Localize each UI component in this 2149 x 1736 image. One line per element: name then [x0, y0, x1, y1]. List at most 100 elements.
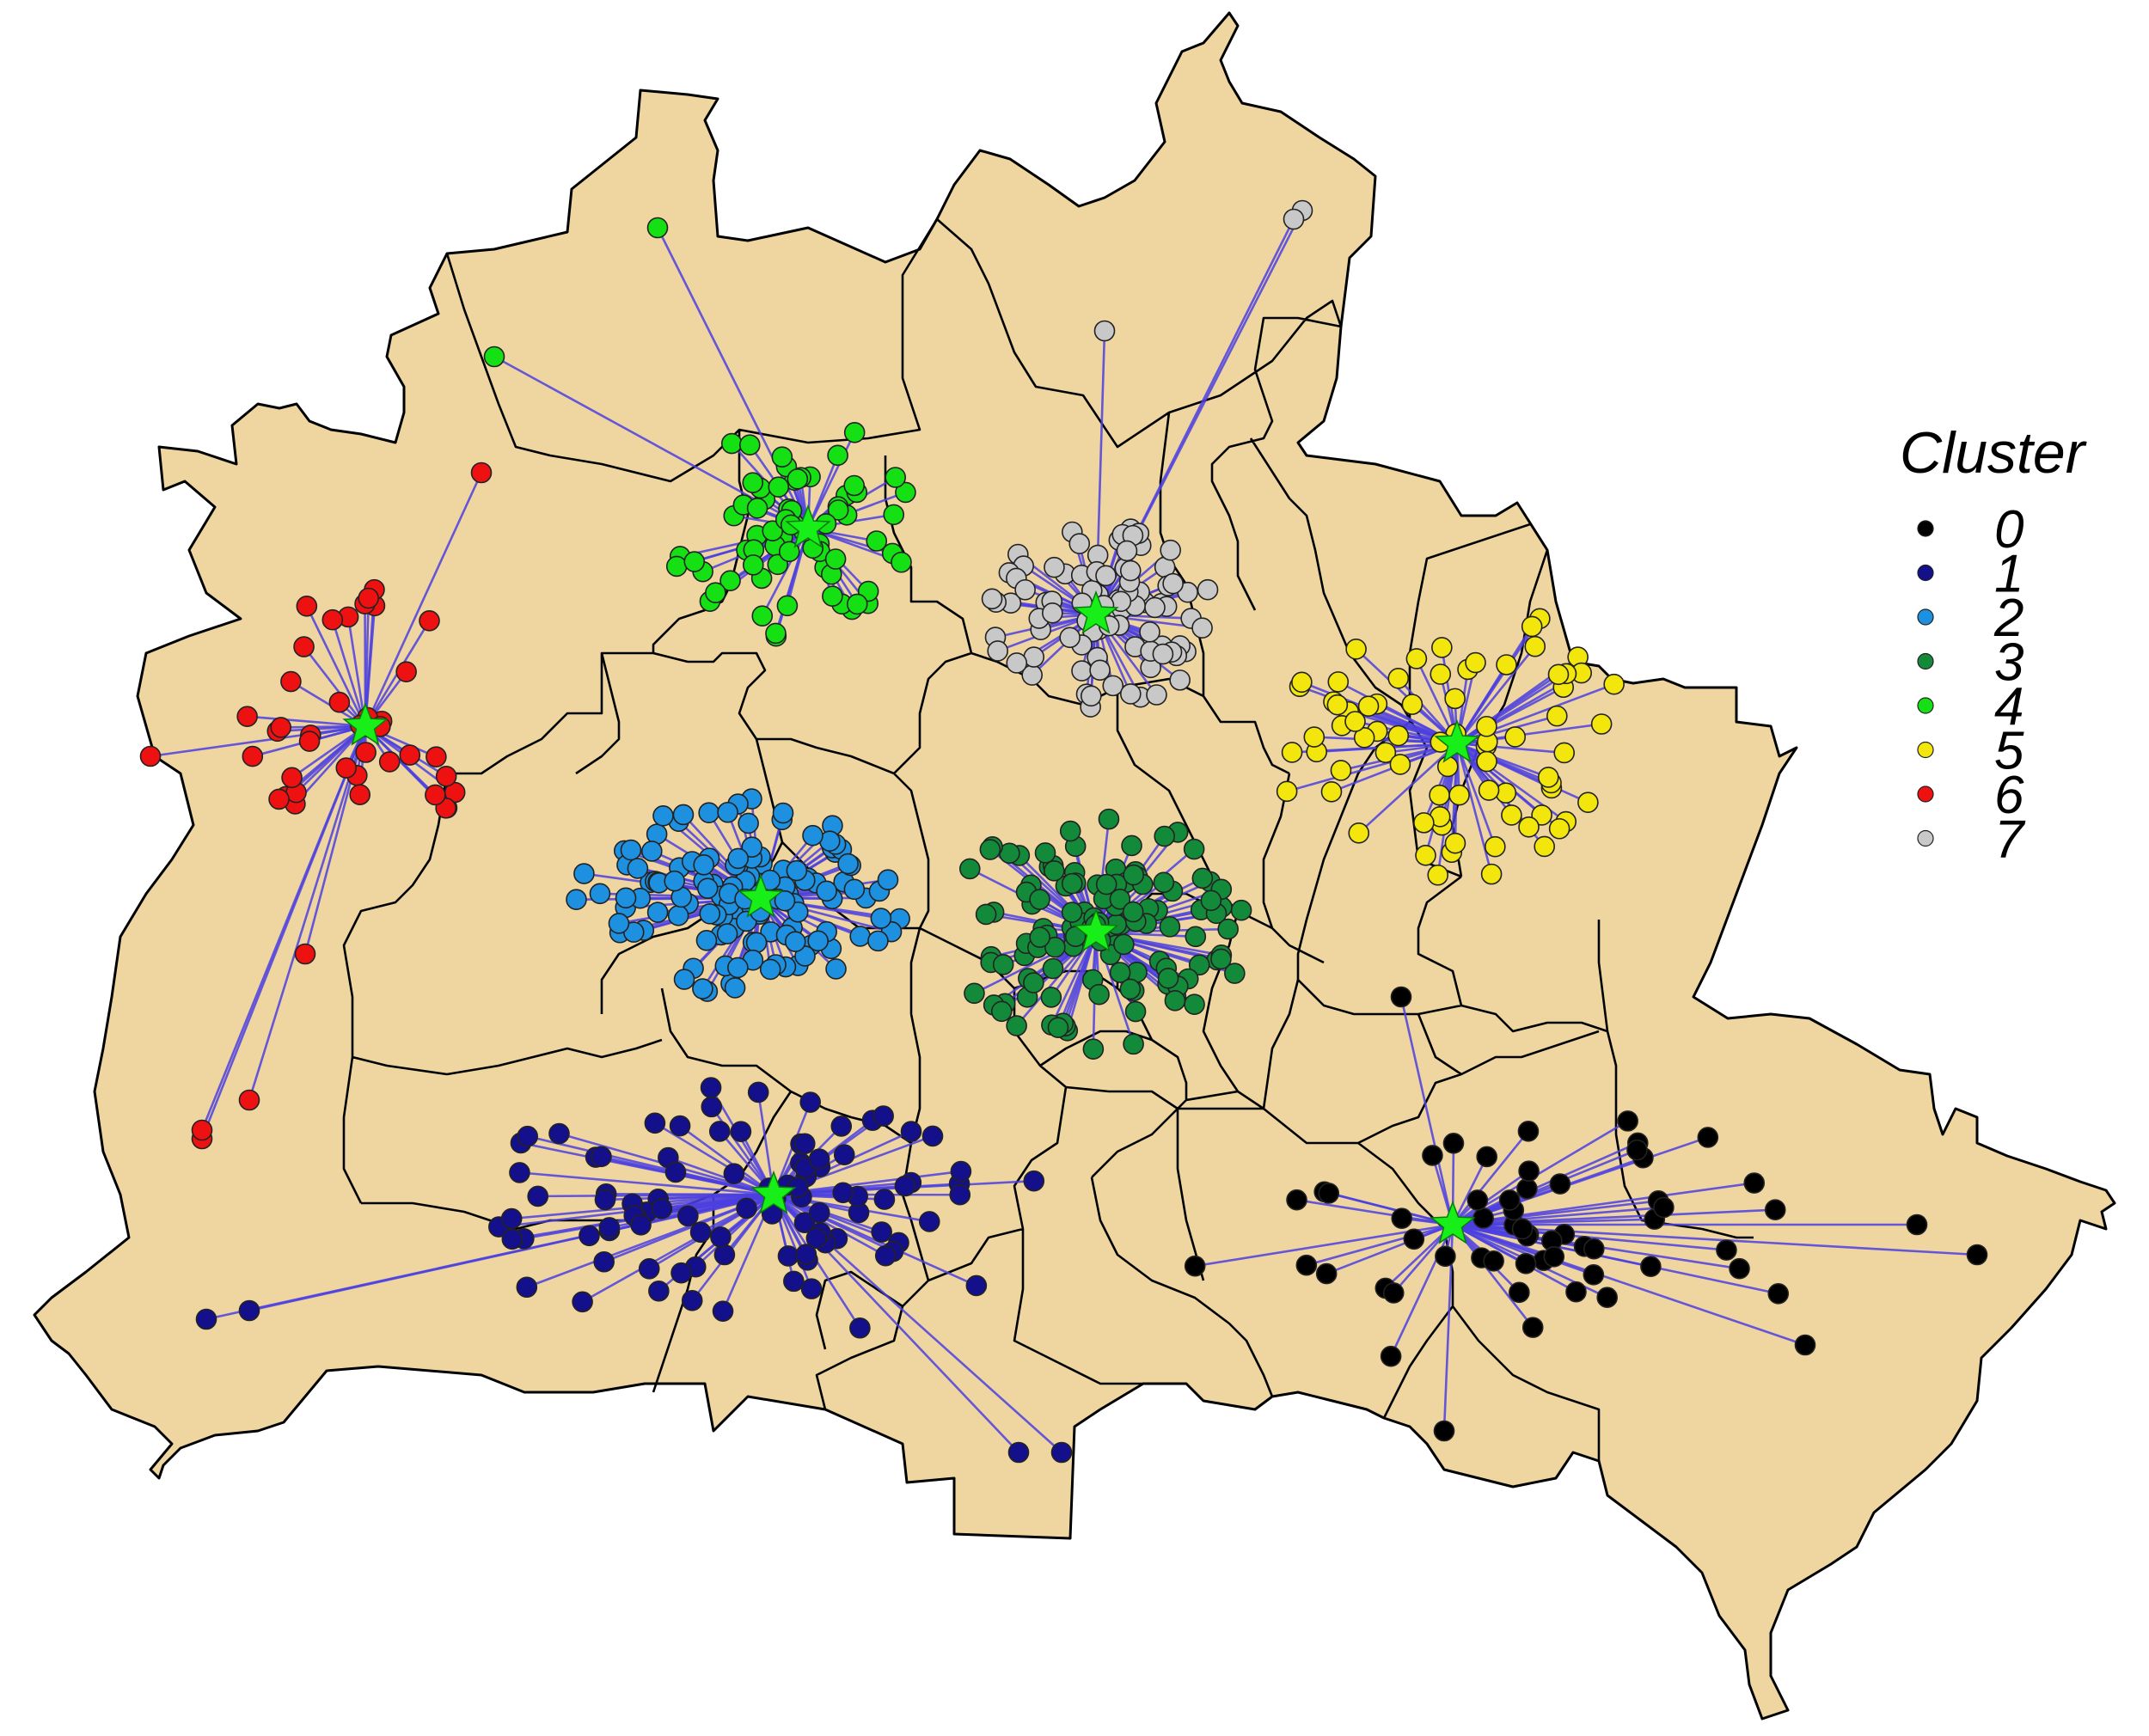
cluster-4-point — [719, 570, 741, 591]
cluster-1-point — [799, 1091, 821, 1113]
cluster-2-point — [802, 824, 823, 847]
cluster-7-point — [1169, 669, 1191, 691]
cluster-3-point — [1157, 968, 1179, 989]
cluster-0-point — [1466, 1189, 1489, 1211]
cluster-1-point — [793, 1212, 816, 1234]
cluster-5-point — [1478, 779, 1500, 801]
cluster-4-point — [738, 434, 761, 456]
cluster-5-point — [1344, 711, 1366, 732]
legend-marker-icon — [1917, 520, 1934, 537]
cluster-3-point — [1191, 867, 1214, 889]
cluster-6-point — [399, 744, 421, 766]
cluster-3-point — [1224, 963, 1246, 984]
cluster-3-point — [1044, 860, 1065, 882]
cluster-6-point — [296, 596, 318, 617]
cluster-2-point — [566, 889, 587, 910]
legend-item-cluster-4: 4 — [1917, 677, 2023, 737]
cluster-2-point — [696, 877, 719, 899]
cluster-5-point — [1444, 688, 1466, 710]
cluster-4-point — [822, 585, 843, 608]
cluster-5-point — [1320, 780, 1343, 803]
cluster-2-point — [772, 802, 794, 824]
cluster-link-line — [1455, 743, 1497, 847]
cluster-0-point — [1640, 1256, 1662, 1277]
cluster-5-point — [1430, 663, 1452, 685]
cluster-1-point — [651, 1198, 673, 1219]
cluster-3-point — [990, 1000, 1013, 1023]
cluster-2-point — [667, 905, 689, 926]
cluster-5-point — [1436, 755, 1459, 778]
cluster-3-point — [1034, 842, 1056, 864]
cluster-1-point — [874, 1244, 897, 1267]
legend-marker-icon — [1917, 608, 1934, 626]
cluster-7-point — [1081, 685, 1102, 707]
cluster-4-point — [895, 481, 916, 504]
cluster-0-point — [1549, 1173, 1571, 1195]
cluster-2-point — [843, 878, 866, 901]
cluster-2-point — [627, 858, 649, 879]
cluster-1-point — [516, 1276, 538, 1299]
cluster-5-point — [1281, 742, 1303, 763]
cluster-1-point — [894, 1175, 916, 1197]
cluster-5-point — [1431, 637, 1453, 658]
cluster-6-point — [419, 609, 440, 632]
cluster-2-point — [784, 931, 806, 953]
cluster-1-point — [1023, 1170, 1045, 1192]
cluster-1-point — [593, 1250, 615, 1273]
cluster-3-point — [958, 858, 981, 880]
legend-marker-icon — [1917, 652, 1934, 670]
cluster-4-point — [824, 548, 847, 570]
cluster-7-point — [1139, 621, 1160, 643]
cluster-1-point — [1050, 1441, 1073, 1464]
cluster-1-point — [501, 1228, 523, 1250]
cluster-0-point — [1286, 1189, 1307, 1211]
cluster-0-point — [1906, 1213, 1928, 1236]
cluster-3-point — [1098, 808, 1120, 830]
cluster-3-point — [1230, 899, 1252, 921]
cluster-4-point — [765, 622, 787, 645]
legend-label: 7 — [1994, 810, 2026, 870]
cluster-5-point — [1476, 715, 1497, 737]
cluster-3-point — [1061, 902, 1083, 923]
cluster-1-point — [730, 1121, 752, 1142]
cluster-2-point — [724, 977, 746, 999]
cluster-6-point — [242, 745, 264, 767]
cluster-1-point — [527, 1185, 549, 1207]
cluster-2-point — [849, 926, 871, 947]
cluster-0-point — [1435, 1245, 1456, 1268]
cluster-0-point — [1626, 1139, 1648, 1161]
cluster-4-point — [771, 446, 793, 468]
cluster-1-point — [793, 1133, 816, 1155]
cluster-1-point — [800, 1278, 823, 1299]
cluster-0-point — [1617, 1110, 1638, 1132]
cluster-1-point — [630, 1213, 652, 1236]
cluster-6-point — [358, 587, 379, 609]
cluster-link-line — [346, 616, 367, 727]
cluster-3-point — [1095, 873, 1117, 896]
cluster-2-point — [877, 869, 899, 891]
cluster-4-point — [827, 444, 848, 467]
cluster-5-point — [1357, 695, 1380, 717]
cluster-1-point — [900, 1121, 922, 1142]
cluster-2-point — [727, 957, 749, 979]
cluster-0-point — [1315, 1262, 1338, 1285]
cluster-3-point — [1153, 871, 1175, 894]
cluster-1-point — [689, 1221, 712, 1244]
cluster-center-star-icon — [342, 701, 389, 746]
cluster-2-point — [615, 887, 637, 909]
cluster-link-line — [248, 725, 367, 1101]
cluster-link-line — [1456, 742, 1549, 779]
cluster-5-point — [1326, 694, 1349, 716]
cluster-4-point — [843, 474, 866, 497]
legend-item-cluster-3: 3 — [1917, 633, 2023, 693]
legend-label: 2 — [1993, 589, 2023, 648]
cluster-0-point — [1382, 1282, 1405, 1304]
legend-item-cluster-0: 0 — [1917, 500, 2023, 559]
cluster-7-point — [1089, 659, 1111, 682]
legend-item-cluster-1: 1 — [1917, 545, 2023, 604]
cluster-0-point — [1483, 1250, 1504, 1272]
cluster-4-point — [683, 551, 706, 572]
cluster-4-point — [866, 530, 888, 552]
cluster-center-star-icon — [1073, 908, 1119, 952]
cluster-3-point — [1119, 978, 1142, 1000]
